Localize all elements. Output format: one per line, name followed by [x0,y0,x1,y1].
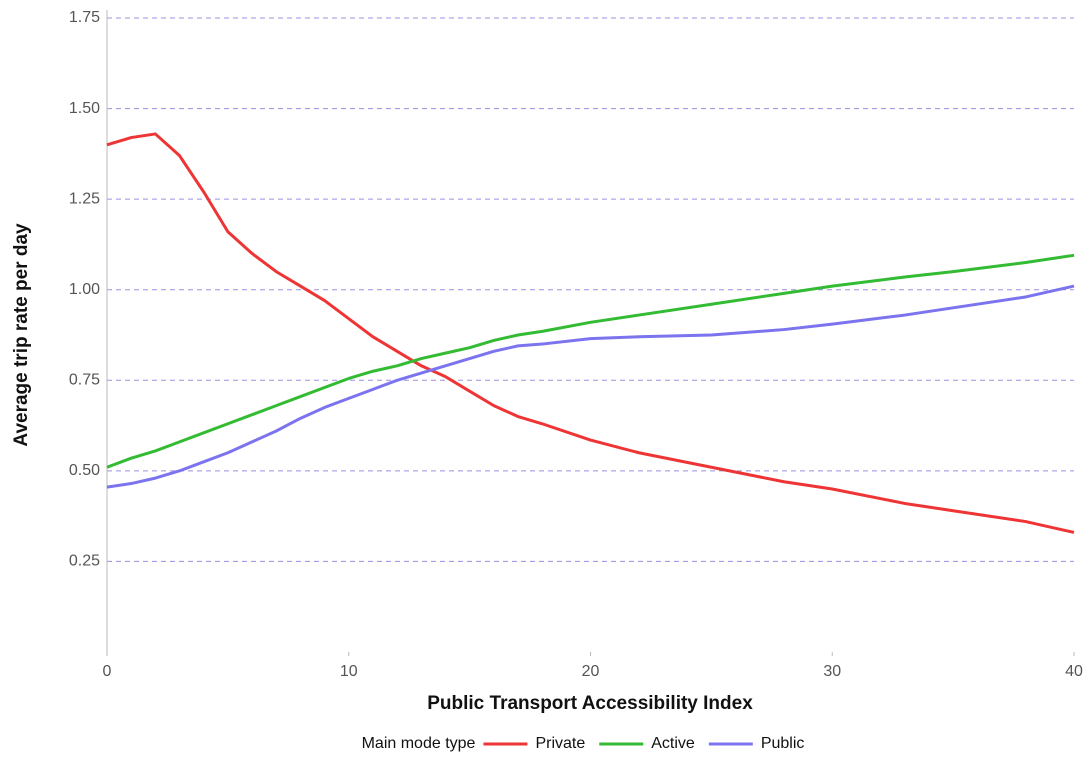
y-tick-label: 1.00 [69,281,100,298]
line-series [106,253,1075,469]
x-tick-label: 30 [823,663,841,680]
y-tick-label: 0.25 [69,553,100,570]
y-tick-label: 1.25 [69,190,100,207]
x-tick-label: 10 [340,663,358,680]
y-axis-title: Average trip rate per day [11,223,32,447]
legend-label: Public [761,735,805,752]
line-series [106,132,1075,534]
y-tick-label: 1.75 [69,9,100,26]
legend-label: Private [535,735,585,752]
x-tick-label: 40 [1065,663,1083,680]
x-axis-title: Public Transport Accessibility Index [427,693,753,714]
x-tick-label: 0 [103,663,112,680]
legend-label: Active [651,735,695,752]
y-tick-label: 0.50 [69,462,100,479]
y-tick-label: 0.75 [69,372,100,389]
legend-title: Main mode type [362,735,476,752]
line-series [106,284,1075,489]
x-tick-label: 20 [582,663,600,680]
y-tick-label: 1.50 [69,100,100,117]
